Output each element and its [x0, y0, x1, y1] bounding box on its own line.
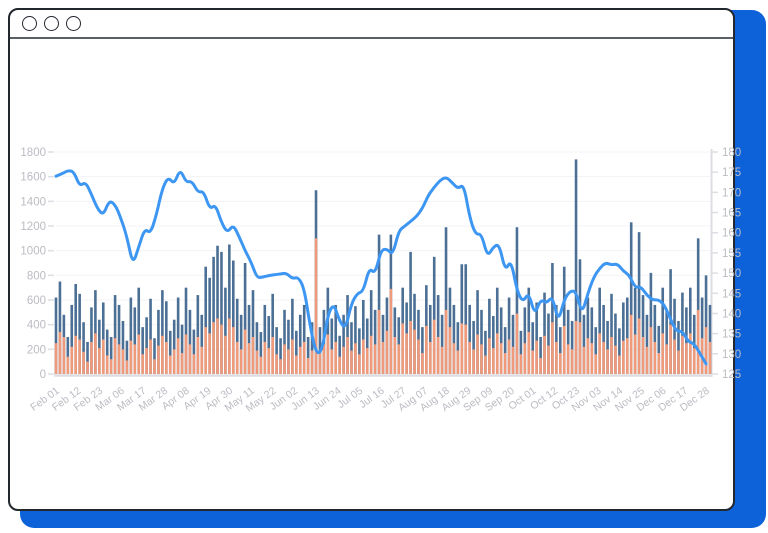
window-titlebar	[10, 10, 733, 39]
window-control-icon-2[interactable]	[44, 16, 59, 31]
browser-window	[8, 8, 735, 511]
window-control-icon-1[interactable]	[22, 16, 37, 31]
window-control-icon-3[interactable]	[66, 16, 81, 31]
